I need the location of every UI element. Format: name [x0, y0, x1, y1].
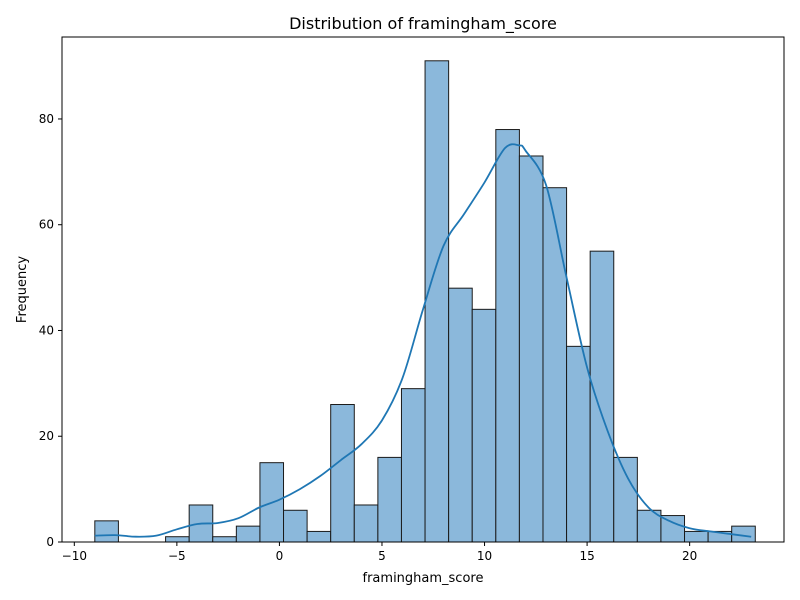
histogram-bar: [566, 345, 591, 543]
histogram-bar: [353, 504, 379, 543]
histogram-bar: [212, 536, 237, 543]
histogram-bar: [283, 509, 308, 543]
histogram-bar: [495, 129, 520, 543]
x-tick-label: 0: [276, 549, 284, 563]
x-axis-label: framingham_score: [363, 571, 484, 586]
kde-line: [94, 143, 752, 538]
histogram-bar: [165, 536, 190, 543]
plot-frame: [61, 36, 785, 543]
x-tick-label: 10: [477, 549, 492, 563]
histogram-bar: [471, 308, 497, 543]
y-axis-ticks: 0 20 40 60 80: [39, 112, 62, 549]
x-tick-label: 5: [378, 549, 386, 563]
histogram-bar: [400, 388, 426, 543]
histogram-bar: [94, 520, 119, 543]
x-axis-ticks: −10 −5 0 5 10 15 20: [62, 542, 697, 563]
histogram-bar: [306, 530, 332, 543]
histogram-bar: [448, 287, 473, 543]
x-tick-label: −10: [62, 549, 87, 563]
chart-title: Distribution of framingham_score: [289, 14, 557, 34]
y-axis-label: Frequency: [15, 256, 30, 323]
x-tick-label: 20: [682, 549, 697, 563]
histogram-bar: [424, 60, 450, 543]
histogram-bar: [330, 404, 355, 543]
x-tick-label: −5: [168, 549, 186, 563]
histogram-bar: [377, 456, 402, 543]
histogram-bar: [589, 250, 615, 543]
kde-layer: [94, 143, 752, 538]
histogram-bar: [542, 187, 568, 543]
x-tick-label: 15: [579, 549, 594, 563]
histogram-bar: [613, 456, 638, 543]
histogram-bar: [235, 525, 261, 543]
y-tick-label: 40: [39, 323, 54, 337]
histogram-bar: [518, 155, 544, 543]
y-tick-label: 0: [46, 535, 54, 549]
y-tick-label: 80: [39, 112, 54, 126]
y-tick-label: 20: [39, 429, 54, 443]
histogram-bar: [684, 530, 709, 543]
y-tick-label: 60: [39, 218, 54, 232]
